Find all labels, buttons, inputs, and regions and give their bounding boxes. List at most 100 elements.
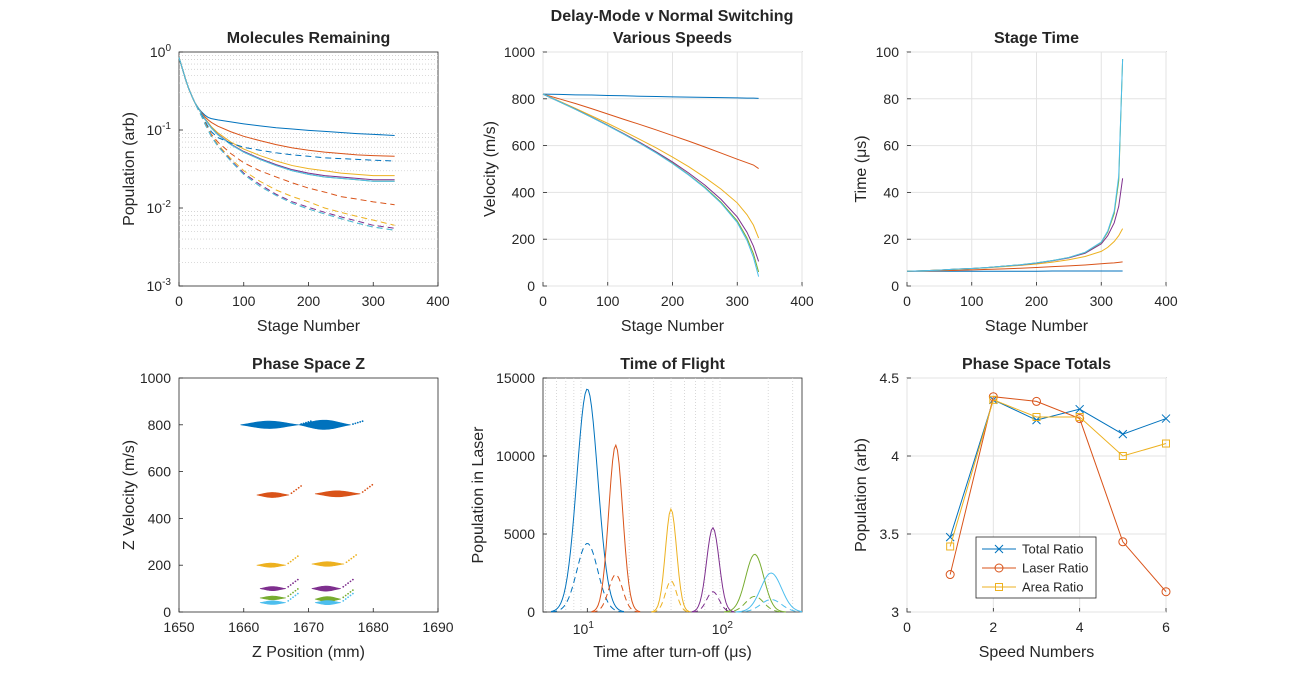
panel-title: Time of Flight xyxy=(620,356,725,373)
phase-space-cloud xyxy=(298,419,351,430)
y-tick-label: 80 xyxy=(883,91,899,107)
y-tick-label: 0 xyxy=(527,278,535,294)
x-tick-label: 0 xyxy=(175,293,183,309)
x-marker xyxy=(994,544,1004,554)
x-tick-label: 1670 xyxy=(293,619,324,635)
panel-velocity: 0 100 200 300 400 0 200 400 600 800 1000 Various Sp… xyxy=(482,30,814,335)
phase-space-trail-point xyxy=(349,594,352,597)
x-tick-label: 1650 xyxy=(163,619,194,635)
y-tick-label: 600 xyxy=(512,138,536,154)
phase-space-trail-point xyxy=(342,599,345,602)
phase-space-cloud xyxy=(256,492,290,498)
population-series-line xyxy=(178,57,395,231)
y-tick-label: 4 xyxy=(891,448,899,464)
panel-title: Phase Space Z xyxy=(252,356,365,373)
x-tick-label: 400 xyxy=(1154,293,1178,309)
population-series-line xyxy=(178,57,395,162)
square-marker xyxy=(1162,439,1170,448)
phase-space-trail-point xyxy=(347,596,349,599)
phase-space-trail-point xyxy=(351,592,354,595)
x-tick-label: 0 xyxy=(903,619,911,635)
panel-stage-time: 0 100 200 300 400 0 20 40 60 80 100 Stage Time Stage… xyxy=(853,30,1178,335)
square-marker xyxy=(1032,413,1041,421)
panel-title: Stage Time xyxy=(994,30,1079,47)
phase-space-cloud xyxy=(314,490,361,498)
phase-space-trail-point xyxy=(344,598,347,600)
stage-time-series-line xyxy=(906,261,1123,272)
phase-space-trail-point xyxy=(289,560,292,563)
phase-space-trail-point xyxy=(364,489,366,492)
x-tick-label: 200 xyxy=(661,293,685,309)
x-tick-label: 400 xyxy=(790,293,814,309)
tof-peak-line xyxy=(591,443,641,613)
y-tick-label: 20 xyxy=(883,231,899,247)
phase-space-trail-point xyxy=(361,491,364,493)
phase-space-trail-point xyxy=(344,594,347,597)
phase-space-trail-point xyxy=(294,557,297,559)
x-tick-label: 400 xyxy=(426,293,450,309)
panel-phase-space-totals: 0 2 4 6 3 3.5 4 4.5 Total Ratio Laser Ratio Area R… xyxy=(853,356,1171,661)
phase-space-trail-point xyxy=(349,591,352,593)
tof-peak-dashed-line xyxy=(735,599,803,613)
tof-peak-line xyxy=(724,553,786,613)
panel-molecules-remaining: 0 100 200 300 400 100 10-1 10-2 10-3 Molecules Re… xyxy=(121,30,450,335)
phase-space-trail-point xyxy=(294,589,297,592)
phase-space-trail-point xyxy=(347,582,349,585)
phase-space-trail-point xyxy=(350,557,353,560)
x-tick-label: 1660 xyxy=(228,619,259,635)
y-tick-label: 4.5 xyxy=(880,370,900,386)
phase-space-trail-point xyxy=(366,487,369,490)
y-tick-label: 40 xyxy=(883,184,899,200)
phase-space-trail-point xyxy=(371,483,374,486)
panel-title: Phase Space Totals xyxy=(962,356,1111,373)
panel-phase-space-z: 1650 1660 1670 1680 1690 0 200 400 600 800 1000 Pha… xyxy=(121,356,454,661)
circle-marker xyxy=(1032,396,1041,406)
phase-space-trail-point xyxy=(289,598,292,600)
y-tick-label: 800 xyxy=(148,417,172,433)
phase-space-trail-point xyxy=(292,582,294,585)
phase-space-trail-point xyxy=(359,421,362,423)
phase-space-trail-point xyxy=(355,554,358,556)
x-tick-label: 102 xyxy=(712,620,734,637)
phase-space-trail-point xyxy=(297,486,300,489)
tof-peak-dashed-line xyxy=(691,591,735,613)
x-tick-label: 1690 xyxy=(422,619,453,635)
velocity-series-line xyxy=(542,93,760,277)
x-axis-label: Stage Number xyxy=(985,318,1089,335)
phase-space-trail-point xyxy=(292,596,294,599)
square-marker xyxy=(989,395,998,404)
phase-space-trail-point xyxy=(351,589,354,592)
velocity-series-line xyxy=(542,93,759,99)
y-tick-label: 10-1 xyxy=(147,121,172,138)
y-tick-label: 400 xyxy=(148,510,172,526)
y-axis-label: Velocity (m/s) xyxy=(482,121,499,217)
legend-entry-label: Laser Ratio xyxy=(1022,561,1088,576)
plot-area xyxy=(178,377,439,613)
phase-space-trail-point xyxy=(294,594,297,597)
y-axis-label: Time (μs) xyxy=(853,135,870,202)
tof-peak-line xyxy=(651,507,691,613)
phase-space-trail-point xyxy=(351,578,354,581)
phase-space-trail-point xyxy=(342,585,345,588)
phase-space-trail-point xyxy=(292,490,295,493)
phase-space-trail-point xyxy=(361,420,364,423)
ratio-series-line xyxy=(949,399,1167,547)
phase-space-trail-point xyxy=(300,485,302,487)
x-axis-label: Z Position (mm) xyxy=(252,644,365,661)
y-tick-label: 10-2 xyxy=(147,199,172,216)
population-series-line xyxy=(178,57,395,226)
tof-peak-line xyxy=(735,572,803,613)
y-tick-label: 1000 xyxy=(140,370,171,386)
x-axis-label: Speed Numbers xyxy=(979,644,1095,661)
phase-space-trail-point xyxy=(356,421,359,424)
y-tick-label: 200 xyxy=(148,557,172,573)
panel-time-of-flight: 101 102 0 5000 10000 15000 Time of Flight Time … xyxy=(470,356,803,661)
square-marker xyxy=(995,583,1003,591)
y-tick-label: 60 xyxy=(883,138,899,154)
y-tick-label: 10-3 xyxy=(147,277,172,294)
phase-space-trail-point xyxy=(290,492,293,495)
y-tick-label: 10000 xyxy=(496,448,535,464)
y-tick-label: 1000 xyxy=(504,44,535,60)
tof-peak-dashed-line xyxy=(724,595,786,613)
phase-space-trail-point xyxy=(289,593,292,596)
